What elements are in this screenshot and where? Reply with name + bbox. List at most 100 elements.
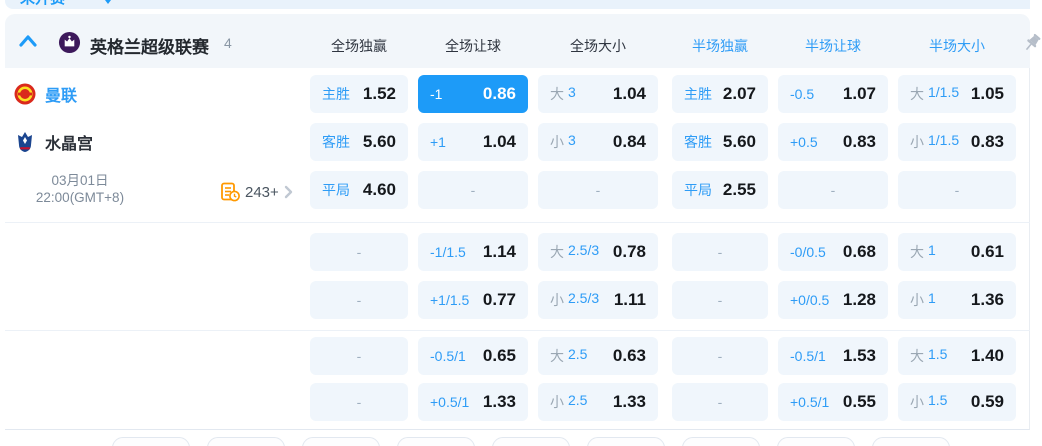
market-column-header[interactable]: 半场大小	[929, 38, 985, 54]
away-team-row: 水晶宫	[14, 130, 93, 154]
odds-cell[interactable]: -0/0.5 0.68	[778, 233, 888, 271]
odds-cell: -	[310, 383, 408, 421]
odds-cell[interactable]: 大 1.5 1.40	[898, 337, 1016, 375]
odds-cell[interactable]: 大 1/1.5 1.05	[898, 75, 1016, 113]
odds-value: 1.36	[970, 290, 1004, 309]
bottom-pill[interactable]	[492, 437, 570, 446]
odds-cell[interactable]: 主胜 1.52	[310, 75, 408, 113]
odds-cell[interactable]: 小 1.5 0.59	[898, 383, 1016, 421]
odds-cell[interactable]: +0/0.5 1.28	[778, 281, 888, 319]
home-team-row: 曼联	[14, 82, 77, 106]
odds-value: 2.07	[722, 84, 756, 103]
market-column-header[interactable]: 全场大小	[570, 38, 626, 54]
odds-cell[interactable]: -1 0.86	[418, 75, 528, 113]
bottom-pill[interactable]	[872, 437, 950, 446]
match-time: 22:00(GMT+8)	[35, 190, 125, 205]
pushpin-icon[interactable]	[1020, 31, 1042, 55]
odds-cell[interactable]: 主胜 2.07	[672, 75, 768, 113]
odds-label: 平局	[684, 182, 712, 198]
odds-cell[interactable]: 平局 2.55	[672, 171, 768, 209]
odds-label: 小 1.5	[910, 392, 948, 410]
odds-cell[interactable]: -0.5 1.07	[778, 75, 888, 113]
odds-value: 1.07	[842, 84, 876, 103]
odds-value: 0.59	[970, 392, 1004, 411]
odds-value: 0.84	[612, 132, 646, 151]
odds-value: 1.33	[612, 392, 646, 411]
odds-label: 小 2.5	[550, 392, 588, 410]
odds-cell: -	[672, 337, 768, 375]
odds-cell[interactable]: -0.5/1 0.65	[418, 337, 528, 375]
bottom-pill[interactable]	[777, 437, 855, 446]
odds-label: 主胜	[684, 86, 712, 102]
market-column-header[interactable]: 半场让球	[805, 38, 861, 54]
no-odds-dash: -	[356, 348, 362, 364]
odds-cell[interactable]: 小 2.5 1.33	[538, 383, 658, 421]
tab-upcoming[interactable]: 未开赛	[20, 0, 65, 8]
odds-label: -1/1.5	[430, 244, 466, 260]
odds-cell[interactable]: +1/1.5 0.77	[418, 281, 528, 319]
group-divider	[5, 330, 1030, 331]
odds-value: 0.77	[482, 290, 516, 309]
bottom-pill[interactable]	[397, 437, 475, 446]
group-divider	[5, 222, 1030, 223]
odds-label: -1	[430, 86, 443, 102]
odds-label: -0.5/1	[790, 348, 826, 364]
premier-league-lion-icon	[58, 31, 81, 54]
odds-value: 1.53	[842, 346, 876, 365]
bottom-pill[interactable]	[587, 437, 665, 446]
top-tab-strip: 未开赛	[5, 0, 1030, 9]
odds-cell[interactable]: 小 1 1.36	[898, 281, 1016, 319]
odds-cell[interactable]: +1 1.04	[418, 123, 528, 161]
bottom-pill[interactable]	[682, 437, 760, 446]
odds-cell: -	[672, 383, 768, 421]
odds-value: 2.55	[722, 180, 756, 199]
odds-cell: -	[310, 281, 408, 319]
home-team-name[interactable]: 曼联	[45, 88, 78, 105]
chevron-up-icon[interactable]	[19, 34, 37, 48]
away-team-name[interactable]: 水晶宫	[45, 136, 94, 153]
no-odds-dash: -	[717, 348, 723, 364]
odds-cell[interactable]: +0.5/1 0.55	[778, 383, 888, 421]
odds-label: +1	[430, 134, 446, 150]
market-column-header[interactable]: 全场独赢	[331, 38, 387, 54]
odds-cell[interactable]: 大 2.5/3 0.78	[538, 233, 658, 271]
odds-cell[interactable]: 小 1/1.5 0.83	[898, 123, 1016, 161]
market-column-header[interactable]: 全场让球	[445, 38, 501, 54]
odds-cell[interactable]: 客胜 5.60	[310, 123, 408, 161]
odds-value: 0.68	[842, 242, 876, 261]
odds-value: 0.83	[842, 132, 876, 151]
no-odds-dash: -	[954, 182, 960, 198]
odds-cell: -	[672, 233, 768, 271]
odds-cell[interactable]: 小 3 0.84	[538, 123, 658, 161]
odds-cell[interactable]: +0.5/1 1.33	[418, 383, 528, 421]
odds-label: 小 2.5/3	[550, 290, 600, 308]
odds-cell[interactable]: +0.5 0.83	[778, 123, 888, 161]
markets-count-button[interactable]: 243+	[220, 181, 293, 203]
odds-value: 0.83	[970, 132, 1004, 151]
bottom-pill[interactable]	[302, 437, 380, 446]
bottom-pill[interactable]	[112, 437, 190, 446]
market-column-header[interactable]: 半场独赢	[692, 38, 748, 54]
markets-list-clock-icon	[221, 182, 240, 202]
caret-down-icon	[102, 0, 114, 4]
odds-cell[interactable]: -1/1.5 1.14	[418, 233, 528, 271]
match-date: 03月01日	[51, 173, 109, 188]
odds-cell[interactable]: 客胜 5.60	[672, 123, 768, 161]
odds-cell[interactable]: 平局 4.60	[310, 171, 408, 209]
odds-cell[interactable]: -0.5/1 1.53	[778, 337, 888, 375]
odds-value: 1.05	[970, 84, 1004, 103]
odds-value: 5.60	[722, 132, 756, 151]
no-odds-dash: -	[595, 182, 601, 198]
odds-cell[interactable]: 大 1 0.61	[898, 233, 1016, 271]
odds-cell[interactable]: 大 2.5 0.63	[538, 337, 658, 375]
no-odds-dash: -	[717, 394, 723, 410]
odds-label: +0.5/1	[790, 394, 830, 410]
odds-cell[interactable]: 大 3 1.04	[538, 75, 658, 113]
odds-cell[interactable]: 小 2.5/3 1.11	[538, 281, 658, 319]
bottom-pill[interactable]	[207, 437, 285, 446]
odds-value: 1.04	[482, 132, 516, 151]
odds-cell: -	[310, 337, 408, 375]
